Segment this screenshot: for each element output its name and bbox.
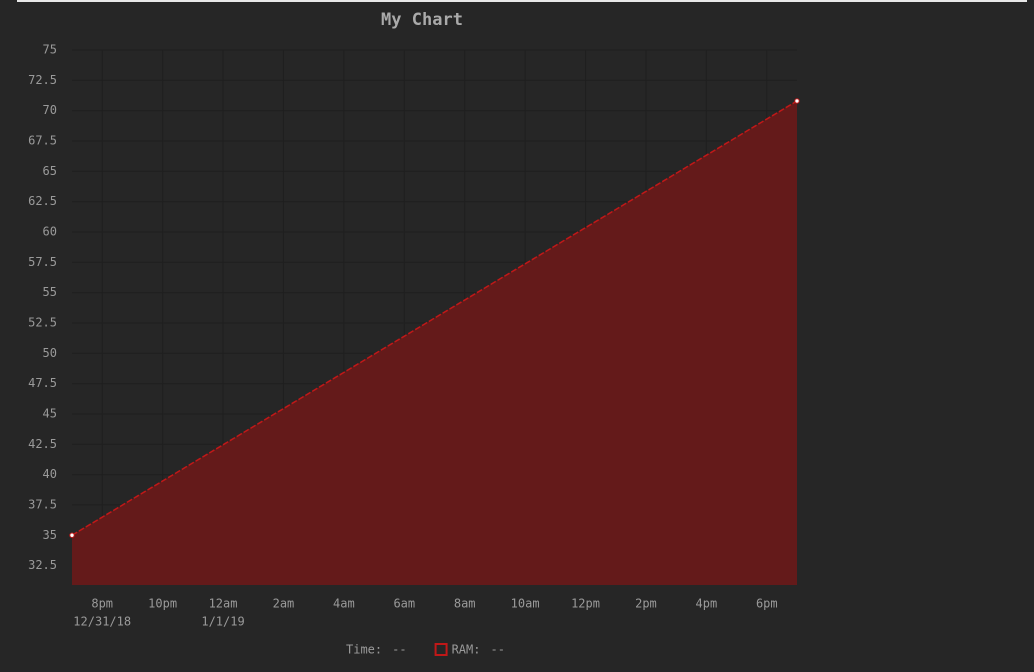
y-tick-label: 55 <box>43 285 57 299</box>
y-tick-label: 75 <box>43 43 57 57</box>
y-tick-label: 32.5 <box>28 558 57 572</box>
y-tick-label: 60 <box>43 224 57 238</box>
x-tick-label: 12pm <box>571 597 600 611</box>
legend-value: -- <box>392 643 406 657</box>
x-tick-label: 6am <box>393 597 415 611</box>
y-tick-label: 50 <box>43 346 57 360</box>
x-tick-label: 4am <box>333 597 355 611</box>
x-tick-label: 10am <box>511 597 540 611</box>
x-tick-label: 8am <box>454 597 476 611</box>
y-tick-label: 70 <box>43 103 57 117</box>
y-tick-label: 47.5 <box>28 376 57 390</box>
chart-title: My Chart <box>381 10 463 30</box>
x-tick-label: 12am <box>209 597 238 611</box>
point <box>794 98 800 104</box>
y-tick-label: 67.5 <box>28 133 57 147</box>
y-tick-label: 72.5 <box>28 73 57 87</box>
y-tick-label: 40 <box>43 467 57 481</box>
y-tick-label: 37.5 <box>28 497 57 511</box>
legend-value: -- <box>490 643 504 657</box>
x-tick-date: 12/31/18 <box>73 615 131 629</box>
x-tick-label: 8pm <box>91 597 113 611</box>
x-tick-date: 1/1/19 <box>201 615 244 629</box>
x-tick-label: 10pm <box>148 597 177 611</box>
legend-swatch <box>434 643 448 656</box>
y-tick-label: 65 <box>43 164 57 178</box>
area-fill <box>72 100 797 585</box>
x-tick-label: 2pm <box>635 597 657 611</box>
y-tick-label: 45 <box>43 406 57 420</box>
legend-label: RAM: <box>452 643 481 657</box>
y-tick-label: 35 <box>43 528 57 542</box>
x-tick-label: 6pm <box>756 597 778 611</box>
point <box>69 532 75 538</box>
y-tick-label: 57.5 <box>28 255 57 269</box>
y-tick-label: 42.5 <box>28 437 57 451</box>
area-line <box>71 100 798 536</box>
y-tick-label: 52.5 <box>28 315 57 329</box>
y-tick-label: 62.5 <box>28 194 57 208</box>
top-bar <box>17 0 1027 2</box>
x-tick-label: 4pm <box>696 597 718 611</box>
x-tick-label: 2am <box>273 597 295 611</box>
legend-label: Time: <box>346 643 382 657</box>
